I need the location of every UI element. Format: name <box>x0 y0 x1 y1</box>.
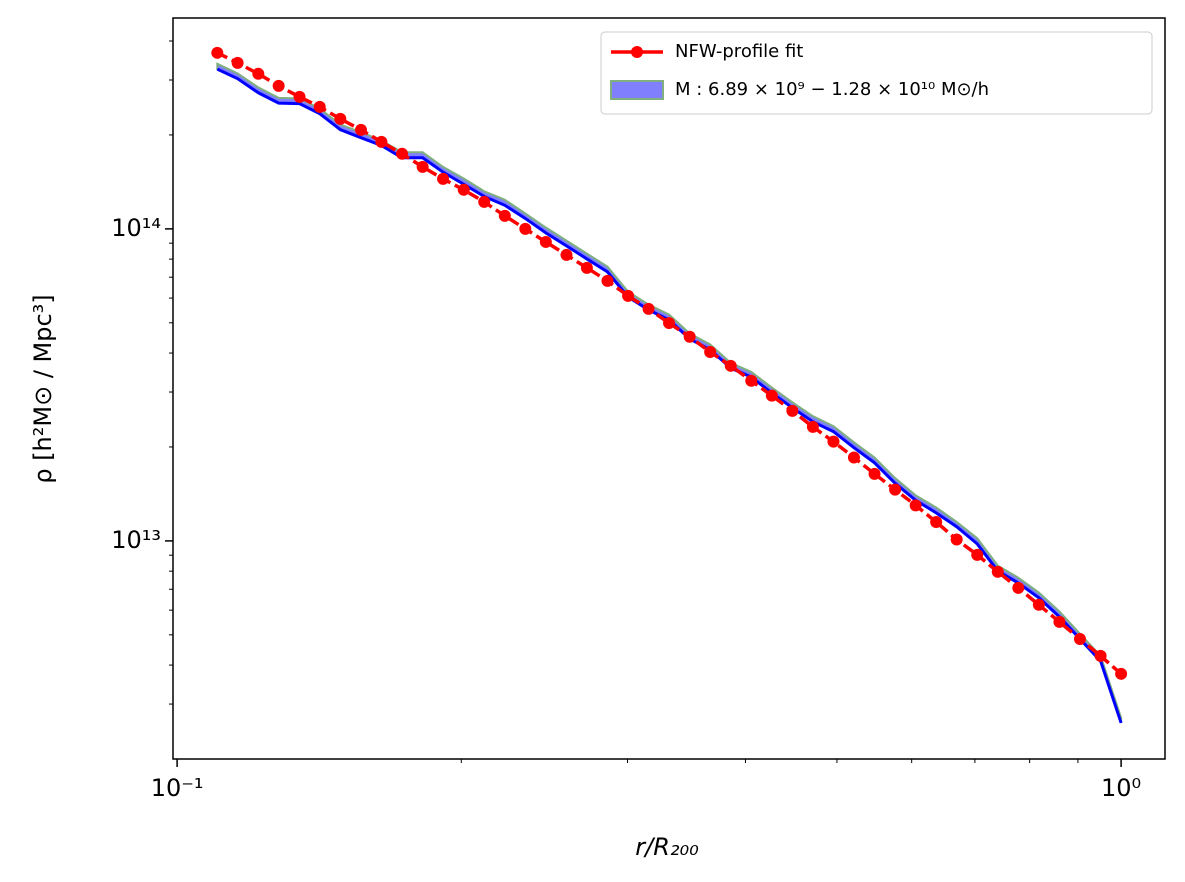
marker <box>416 160 429 173</box>
marker <box>1032 598 1045 611</box>
marker <box>971 548 984 561</box>
marker <box>293 90 306 103</box>
marker <box>991 565 1004 578</box>
marker <box>1012 581 1025 594</box>
legend-box <box>600 31 1153 115</box>
marker <box>889 483 902 496</box>
marker <box>642 302 655 315</box>
x-axis-label: r/R₂₀₀ <box>635 833 699 861</box>
marker <box>457 183 470 196</box>
x-tick-label: 10⁰ <box>1101 774 1141 802</box>
marker <box>745 374 758 387</box>
axes-frame <box>172 17 1166 760</box>
marker <box>724 359 737 372</box>
marker <box>580 261 593 274</box>
marker <box>498 209 511 222</box>
marker <box>211 46 224 59</box>
legend-swatch <box>610 80 664 100</box>
marker <box>930 515 943 528</box>
marker <box>231 56 244 69</box>
marker <box>539 235 552 248</box>
marker <box>478 195 491 208</box>
x-tick-label: 10⁻¹ <box>151 774 204 802</box>
marker <box>334 112 347 125</box>
marker <box>827 435 840 448</box>
marker <box>786 404 799 417</box>
marker <box>1073 632 1086 645</box>
legend-marker <box>631 46 643 58</box>
marker <box>950 533 963 546</box>
marker <box>252 67 265 80</box>
marker <box>622 289 635 302</box>
marker <box>601 274 614 287</box>
marker <box>355 123 368 136</box>
marker <box>847 451 860 464</box>
marker <box>1094 649 1107 662</box>
marker <box>396 147 409 160</box>
marker <box>560 248 573 261</box>
dashed-line <box>216 51 1123 676</box>
marker <box>683 330 696 343</box>
marker <box>1115 667 1128 680</box>
marker <box>437 172 450 185</box>
marker <box>765 389 778 402</box>
legend: NFW-profile fit M : 6.89 × 10⁹ − 1.28 × 1… <box>600 31 1153 115</box>
legend-label: M : 6.89 × 10⁹ − 1.28 × 10¹⁰ M⊙/h <box>675 79 989 100</box>
marker <box>663 317 676 330</box>
y-axis-label: ρ [h²M⊙ / Mpc³] <box>29 294 57 483</box>
marker <box>375 135 388 148</box>
marker <box>806 420 819 433</box>
marker <box>313 100 326 113</box>
y-tick-label: 10¹⁴ <box>111 214 161 242</box>
marker <box>1053 615 1066 628</box>
marker <box>868 467 881 480</box>
legend-label: NFW-profile fit <box>675 41 803 62</box>
marker <box>272 79 285 92</box>
plot-area <box>211 46 1128 724</box>
y-tick-label: 10¹³ <box>111 526 161 554</box>
marker <box>909 499 922 512</box>
marker <box>519 222 532 235</box>
marker <box>704 346 717 359</box>
